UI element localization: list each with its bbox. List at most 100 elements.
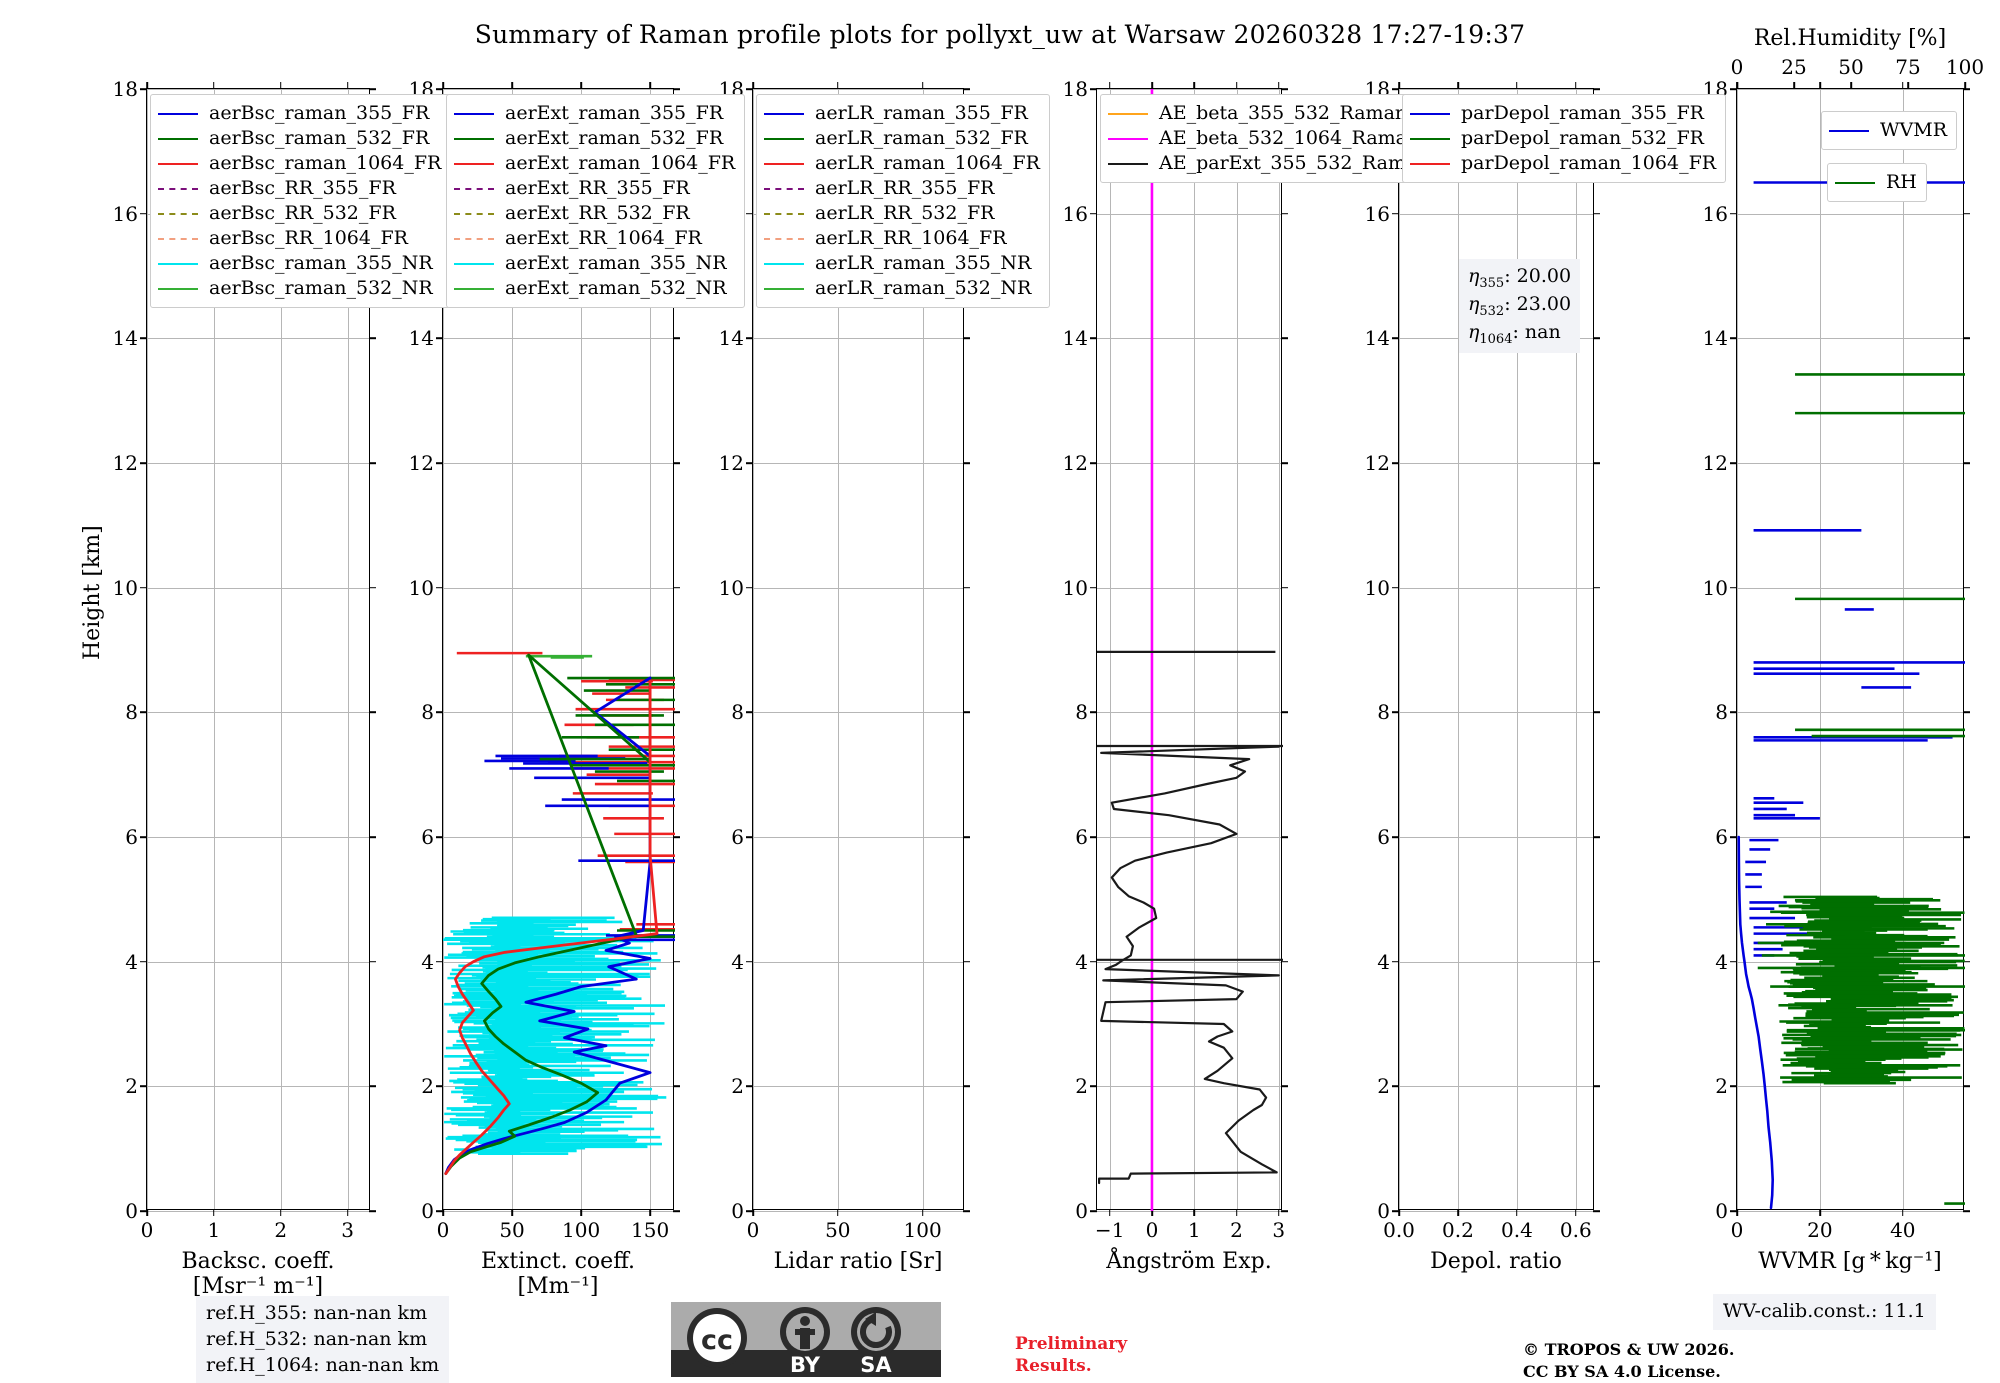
y-tick-mark bbox=[1090, 1085, 1097, 1088]
x-tick-label: 50 bbox=[499, 1218, 525, 1242]
x-tick-mark bbox=[213, 1209, 215, 1216]
y-tick-label: 8 bbox=[731, 700, 744, 725]
legend-backscatter: aerBsc_raman_355_FR aerBsc_raman_532_FR ae… bbox=[150, 94, 452, 308]
plot-area-extinction: 024681012141618050100150Extinct. coeff. … bbox=[409, 77, 746, 1299]
top-x-tick-label: 0 bbox=[1730, 55, 1744, 79]
data-layer-wvmr-rh bbox=[1737, 181, 1965, 1210]
gridline-vertical bbox=[280, 89, 282, 1209]
legend-line-swatch bbox=[1410, 137, 1450, 140]
legend-line-swatch bbox=[454, 237, 494, 240]
gridline-horizontal bbox=[147, 89, 369, 90]
copyright-note: © TROPOS & UW 2026. CC BY SA 4.0 License… bbox=[1523, 1339, 1734, 1382]
y-tick-mark bbox=[140, 337, 147, 340]
gridline-horizontal bbox=[147, 587, 369, 589]
y-tick-label: 16 bbox=[1364, 201, 1390, 226]
gridline-vertical bbox=[1278, 89, 1280, 1209]
legend-item-label: aerExt_raman_1064_FR bbox=[505, 152, 736, 174]
legend-item-label: aerBsc_raman_355_NR bbox=[209, 252, 433, 274]
y-tick-mark bbox=[1090, 212, 1097, 215]
x-axis-label-backscatter: Backsc. coeff. [Msr⁻¹ m⁻¹] bbox=[181, 1249, 335, 1299]
top-x-tick-mark bbox=[1850, 82, 1852, 89]
gridline-vertical bbox=[1575, 89, 1577, 1209]
gridline-horizontal bbox=[1399, 837, 1593, 838]
y-tick-label: 6 bbox=[1075, 825, 1088, 849]
gridline-horizontal bbox=[753, 89, 963, 90]
legend-item-label: aerExt_RR_355_FR bbox=[505, 177, 690, 199]
y-tick-mark bbox=[1281, 711, 1288, 714]
y-tick-label: 8 bbox=[1715, 700, 1728, 725]
plot-area-angstrom: 0 2 4 6 8 10 12 14 16 18 −1 0 1 2 3 Ångström Exp. AE_bet… bbox=[1063, 77, 1477, 1274]
y-tick-label: 2 bbox=[125, 1074, 138, 1099]
gridline-horizontal bbox=[1399, 89, 1593, 90]
x-tick-mark bbox=[1151, 82, 1153, 89]
legend-line-swatch bbox=[454, 137, 494, 140]
gridline-horizontal bbox=[1737, 89, 1963, 90]
y-tick-mark bbox=[140, 711, 147, 714]
gridline-horizontal bbox=[753, 463, 963, 464]
cc-license-badge: cc BY SA bbox=[671, 1302, 941, 1377]
x-tick-mark bbox=[146, 82, 148, 89]
y-tick-label: 0 bbox=[421, 1199, 434, 1223]
legend-item-label: aerBsc_raman_355_FR bbox=[209, 102, 430, 124]
gridline-horizontal bbox=[1097, 213, 1281, 215]
legend-item: aerExt_raman_355_NR bbox=[454, 251, 735, 276]
y-tick-mark bbox=[746, 462, 753, 464]
x-tick-label: 0.2 bbox=[1442, 1218, 1474, 1242]
gridline-vertical bbox=[213, 89, 215, 1209]
x-tick-label: 150 bbox=[631, 1218, 670, 1242]
y-tick-mark bbox=[1963, 1210, 1970, 1212]
y-tick-label: 2 bbox=[1075, 1074, 1088, 1099]
panel-wvmr-rh: 0 2 4 6 8 10 12 14 16 18 0 20 40 WVMR [g * kg⁻¹] Rel.H… bbox=[1703, 26, 1985, 1274]
y-tick-mark bbox=[1392, 212, 1399, 215]
legend-rh: RH bbox=[1827, 163, 1927, 202]
x-tick-label: 3 bbox=[1272, 1218, 1286, 1242]
y-tick-mark bbox=[746, 960, 753, 963]
x-tick-label: 100 bbox=[903, 1218, 942, 1242]
y-tick-label: 14 bbox=[1364, 326, 1390, 351]
y-tick-mark bbox=[1090, 711, 1097, 714]
legend-item: aerLR_raman_532_NR bbox=[764, 276, 1040, 301]
y-tick-mark bbox=[1730, 462, 1737, 464]
legend-line-swatch bbox=[158, 262, 198, 265]
x-tick-mark bbox=[279, 82, 282, 89]
gridline-horizontal bbox=[147, 712, 369, 714]
y-tick-mark bbox=[746, 711, 753, 714]
panel-lidar-ratio: 024681012141618050100Lidar ratio [Sr]aer… bbox=[719, 77, 1050, 1274]
legend-line-swatch bbox=[454, 187, 494, 190]
y-tick-label: 6 bbox=[421, 825, 434, 849]
x-tick-mark bbox=[1235, 1209, 1238, 1216]
gridline-horizontal bbox=[147, 1086, 369, 1088]
x-tick-mark bbox=[649, 82, 651, 89]
x-tick-mark bbox=[279, 1209, 282, 1216]
y-tick-mark bbox=[1593, 337, 1600, 340]
y-tick-mark bbox=[963, 836, 970, 838]
wv-calib-const: WV-calib.const.: 11.1 bbox=[1713, 1294, 1936, 1330]
y-tick-mark bbox=[1593, 586, 1600, 589]
gridline-vertical bbox=[1902, 89, 1904, 1209]
legend-item: aerExt_raman_532_NR bbox=[454, 276, 735, 301]
y-tick-mark bbox=[1593, 88, 1600, 90]
gridline-horizontal bbox=[1399, 587, 1593, 589]
legend-item: aerExt_raman_532_FR bbox=[454, 126, 735, 151]
gridline-vertical bbox=[1819, 89, 1821, 1209]
x-tick-mark bbox=[1235, 82, 1238, 89]
legend-line-swatch bbox=[454, 112, 494, 115]
top-axis-label-wvmr-rh: Rel.Humidity [%] bbox=[1753, 26, 1947, 51]
legend-item: aerExt_RR_532_FR bbox=[454, 201, 735, 226]
gridline-horizontal bbox=[1399, 1086, 1593, 1088]
legend-line-swatch bbox=[158, 237, 198, 240]
y-tick-label: 4 bbox=[1715, 949, 1728, 974]
legend-item-label: aerExt_raman_355_FR bbox=[505, 102, 724, 124]
y-tick-mark bbox=[963, 1085, 970, 1088]
x-tick-label: −1 bbox=[1094, 1218, 1125, 1242]
gridline-horizontal bbox=[443, 89, 673, 90]
y-tick-label: 10 bbox=[718, 575, 744, 600]
legend-depolarization: parDepol_raman_355_FR parDepol_raman_532_… bbox=[1402, 94, 1727, 183]
legend-line-swatch bbox=[454, 162, 494, 165]
y-tick-mark bbox=[1593, 1210, 1600, 1212]
legend-item-label: parDepol_raman_1064_FR bbox=[1461, 152, 1717, 174]
legend-item-label: aerExt_raman_355_NR bbox=[505, 252, 727, 274]
gridline-horizontal bbox=[753, 1086, 963, 1088]
legend-line-swatch bbox=[454, 212, 494, 215]
y-tick-mark bbox=[1392, 1210, 1399, 1212]
